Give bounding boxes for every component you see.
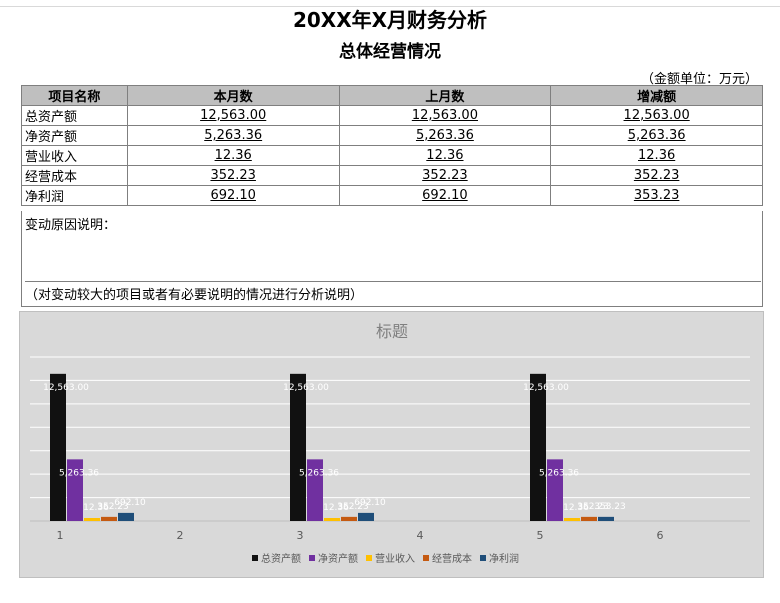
row-name[interactable]: 净资产额 bbox=[21, 125, 128, 146]
legend-label: 总资产额 bbox=[261, 552, 301, 565]
x-tick-label: 1 bbox=[57, 529, 64, 542]
legend-swatch bbox=[366, 555, 372, 561]
data-label: 12.36 bbox=[563, 503, 589, 513]
legend-label: 经营成本 bbox=[432, 552, 472, 565]
unit-note: （金额单位：万元） bbox=[640, 72, 758, 87]
table-header-row: 项目名称 本月数 上月数 增减额 bbox=[21, 85, 763, 106]
legend-label: 净资产额 bbox=[318, 552, 358, 565]
bar-净资产额 bbox=[547, 459, 563, 521]
table-row: 净利润 692.10 692.10 353.23 bbox=[21, 185, 763, 206]
bar-净资产额 bbox=[307, 459, 323, 521]
x-tick-label: 3 bbox=[297, 529, 304, 542]
data-label: 12,563.00 bbox=[523, 383, 569, 393]
legend-label: 营业收入 bbox=[375, 552, 415, 565]
bar-经营成本 bbox=[341, 516, 357, 521]
change-notes-cell[interactable]: 变动原因说明： （对变动较大的项目或者有必要说明的情况进行分析说明） bbox=[21, 211, 763, 307]
sheet-gridline bbox=[0, 0, 780, 7]
data-label: 352.23 bbox=[337, 502, 369, 512]
previous-value[interactable]: 352.23 bbox=[338, 165, 552, 186]
legend-label: 净利润 bbox=[489, 552, 519, 565]
data-label: 12.36 bbox=[323, 503, 349, 513]
change-value[interactable]: 12.36 bbox=[550, 145, 763, 166]
legend-swatch bbox=[309, 555, 315, 561]
change-value[interactable]: 352.23 bbox=[550, 165, 763, 186]
current-value[interactable]: 12.36 bbox=[126, 145, 340, 166]
notes-hint: （对变动较大的项目或者有必要说明的情况进行分析说明） bbox=[25, 281, 761, 303]
change-value[interactable]: 353.23 bbox=[550, 185, 763, 206]
current-value[interactable]: 692.10 bbox=[126, 185, 340, 206]
x-tick-label: 6 bbox=[657, 529, 664, 542]
header-previous-month[interactable]: 上月数 bbox=[338, 85, 552, 106]
row-name[interactable]: 经营成本 bbox=[21, 165, 128, 186]
data-label: 692.10 bbox=[114, 498, 146, 508]
bar-净利润 bbox=[358, 512, 374, 521]
report-subtitle: 总体经营情况 bbox=[339, 42, 441, 62]
header-item-name[interactable]: 项目名称 bbox=[21, 85, 128, 106]
bar-总资产额 bbox=[530, 373, 546, 521]
bar-经营成本 bbox=[581, 516, 597, 521]
bar-总资产额 bbox=[50, 373, 66, 521]
chart-title: 标题 bbox=[376, 322, 408, 341]
previous-value[interactable]: 12.36 bbox=[338, 145, 552, 166]
table-row: 经营成本 352.23 352.23 352.23 bbox=[21, 165, 763, 186]
data-label: 692.10 bbox=[354, 498, 386, 508]
bar-净利润 bbox=[118, 512, 134, 521]
data-label: 12,563.00 bbox=[43, 383, 89, 393]
table-row: 营业收入 12.36 12.36 12.36 bbox=[21, 145, 763, 166]
data-label: 5,263.36 bbox=[539, 468, 579, 478]
chart-area[interactable]: 标题 12,563.00 5,263.36 12.36 352.23 692.10 1 2 12… bbox=[19, 311, 764, 578]
legend-swatch bbox=[252, 555, 258, 561]
x-tick-label: 4 bbox=[417, 529, 424, 542]
change-value[interactable]: 12,563.00 bbox=[550, 105, 763, 126]
finance-table: 项目名称 本月数 上月数 增减额 总资产额 12,563.00 12,563.0… bbox=[21, 85, 763, 206]
current-value[interactable]: 12,563.00 bbox=[126, 105, 340, 126]
legend-swatch bbox=[480, 555, 486, 561]
data-label: 12.36 bbox=[83, 503, 109, 513]
bar-净资产额 bbox=[67, 459, 83, 521]
data-label: 5,263.36 bbox=[299, 468, 339, 478]
row-name[interactable]: 总资产额 bbox=[21, 105, 128, 126]
data-label: 5,263.36 bbox=[59, 468, 99, 478]
change-value[interactable]: 5,263.36 bbox=[550, 125, 763, 146]
current-value[interactable]: 352.23 bbox=[126, 165, 340, 186]
bar-营业收入 bbox=[84, 518, 100, 521]
legend-swatch bbox=[423, 555, 429, 561]
table-row: 净资产额 5,263.36 5,263.36 5,263.36 bbox=[21, 125, 763, 146]
data-label: 353.23 bbox=[594, 502, 626, 512]
bar-总资产额 bbox=[290, 373, 306, 521]
x-tick-label: 2 bbox=[177, 529, 184, 542]
previous-value[interactable]: 692.10 bbox=[338, 185, 552, 206]
row-name[interactable]: 净利润 bbox=[21, 185, 128, 206]
previous-value[interactable]: 12,563.00 bbox=[338, 105, 552, 126]
notes-label: 变动原因说明： bbox=[25, 218, 117, 233]
data-label: 352.23 bbox=[577, 502, 609, 512]
table-row: 总资产额 12,563.00 12,563.00 12,563.00 bbox=[21, 105, 763, 126]
x-tick-label: 5 bbox=[537, 529, 544, 542]
header-change[interactable]: 增减额 bbox=[550, 85, 763, 106]
data-label: 352.23 bbox=[97, 502, 129, 512]
data-label: 12,563.00 bbox=[283, 383, 329, 393]
previous-value[interactable]: 5,263.36 bbox=[338, 125, 552, 146]
row-name[interactable]: 营业收入 bbox=[21, 145, 128, 166]
header-current-month[interactable]: 本月数 bbox=[126, 85, 340, 106]
bar-营业收入 bbox=[564, 518, 580, 521]
bar-营业收入 bbox=[324, 518, 340, 521]
bar-净利润 bbox=[598, 516, 614, 521]
report-title: 20XX年X月财务分析 bbox=[292, 8, 488, 32]
bar-经营成本 bbox=[101, 516, 117, 521]
current-value[interactable]: 5,263.36 bbox=[126, 125, 340, 146]
